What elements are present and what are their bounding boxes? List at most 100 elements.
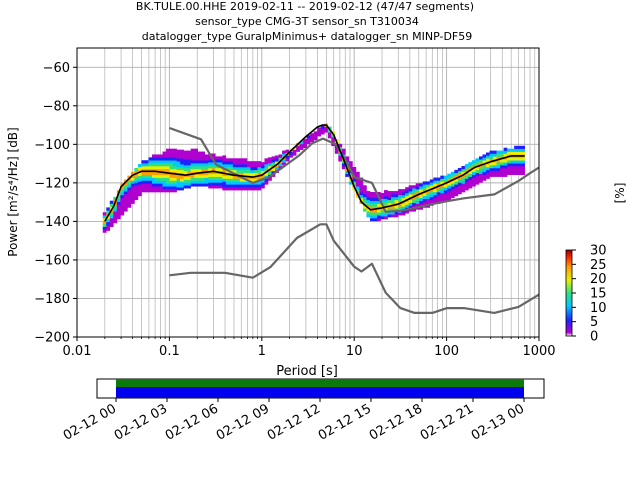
density-cell [243, 172, 248, 176]
density-cell [151, 186, 156, 190]
colorbar [565, 249, 573, 337]
density-cell [503, 162, 508, 166]
density-cell [229, 187, 234, 191]
density-cell [102, 212, 107, 216]
density-cell [162, 171, 167, 175]
density-cell [176, 149, 181, 153]
density-cell [169, 151, 174, 155]
density-cell [285, 158, 290, 162]
density-cell [394, 193, 399, 198]
density-cell [180, 181, 184, 185]
density-cell [387, 208, 392, 212]
density-cell [162, 163, 167, 167]
density-cell [391, 208, 395, 212]
density-cell [475, 181, 480, 185]
density-cell [338, 143, 343, 148]
density-cell [521, 145, 525, 149]
density-cell [194, 177, 198, 181]
density-cell [239, 172, 244, 176]
density-cell [514, 171, 518, 175]
y-tick-label: −60 [43, 61, 70, 76]
density-cell [489, 165, 494, 169]
density-cell [208, 159, 213, 163]
density-cell [429, 191, 434, 195]
density-cell [137, 172, 142, 176]
density-cell [148, 166, 153, 170]
density-cell [250, 169, 255, 174]
density-cell [412, 188, 416, 192]
density-cell [450, 192, 455, 196]
density-cell [236, 166, 241, 171]
density-cell [187, 185, 191, 189]
density-cell [454, 178, 459, 182]
timeline-tick-label: 02-12 21 [418, 401, 476, 443]
density-cell [447, 182, 452, 186]
density-cell [275, 155, 279, 159]
density-cell [187, 162, 191, 166]
density-cell [517, 145, 522, 149]
density-cell [222, 164, 227, 168]
density-cell [500, 159, 504, 163]
density-cell [429, 196, 434, 201]
density-cell [493, 170, 497, 175]
density-cell [243, 187, 248, 191]
density-cell [486, 175, 490, 179]
density-cell [137, 164, 142, 168]
density-cell [183, 153, 188, 157]
density-cell [257, 187, 262, 191]
density-cell [436, 180, 441, 184]
density-cell [398, 197, 402, 201]
density-cell [180, 149, 184, 153]
density-cell [208, 182, 213, 186]
density-cell [229, 175, 234, 179]
density-cell [362, 205, 367, 209]
density-cell [387, 199, 392, 203]
density-cell [384, 216, 388, 220]
density-cell [486, 152, 490, 156]
density-cell [464, 184, 469, 188]
density-cell [394, 199, 399, 203]
density-cell [429, 182, 434, 186]
density-cell [208, 185, 213, 189]
density-cell [313, 134, 318, 138]
density-cell [415, 183, 420, 187]
density-cell [461, 183, 466, 187]
density-cell [447, 185, 452, 189]
density-cell [204, 174, 209, 178]
density-cell [151, 163, 156, 167]
density-cell [348, 181, 353, 185]
density-cell [507, 171, 511, 175]
density-cell [426, 204, 431, 208]
density-cell [278, 163, 283, 167]
density-cell [373, 215, 378, 219]
timeline-tick-label: 02-12 09 [214, 401, 272, 443]
density-cell [187, 150, 191, 154]
density-cell [243, 184, 248, 188]
density-cell [197, 151, 202, 155]
density-cell [173, 180, 177, 184]
density-cell [116, 207, 121, 211]
density-cell [144, 174, 149, 178]
density-cell [338, 146, 343, 150]
density-cell [197, 180, 202, 184]
density-cell [208, 179, 213, 183]
density-cell [190, 183, 195, 187]
density-cell [359, 186, 364, 190]
density-cell [464, 187, 469, 191]
x-tick-label: 0.1 [159, 344, 180, 359]
density-cell [489, 162, 494, 166]
colorbar-tick-label: 0 [590, 330, 598, 345]
density-cell [303, 144, 307, 149]
density-cell [159, 171, 163, 175]
density-cell [253, 161, 258, 165]
density-cell [134, 185, 139, 189]
density-cell [264, 164, 269, 168]
density-cell [345, 165, 350, 169]
density-cell [197, 177, 202, 181]
density-cell [144, 160, 149, 164]
density-cell [225, 184, 230, 188]
density-cell [253, 166, 258, 171]
density-cell [183, 159, 188, 163]
density-cell [239, 166, 244, 171]
density-cell [299, 140, 304, 145]
